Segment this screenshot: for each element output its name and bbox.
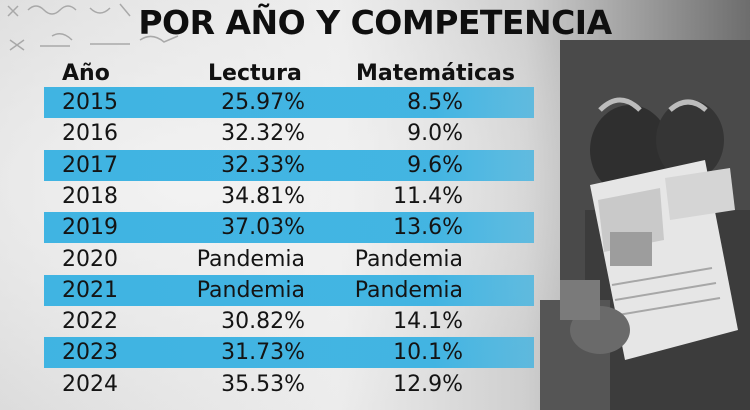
cell-lectura: 31.73%	[221, 340, 305, 366]
cell-matematicas: 9.6%	[407, 152, 463, 178]
cell-matematicas: 12.9%	[393, 371, 463, 397]
cell-matematicas: 9.0%	[407, 121, 463, 147]
cell-year: 2017	[62, 152, 118, 178]
cell-year: 2022	[62, 309, 118, 335]
row-stripe	[44, 87, 534, 118]
cell-year: 2019	[62, 215, 118, 241]
cell-lectura: Pandemia	[196, 246, 305, 272]
cell-lectura: 30.82%	[221, 309, 305, 335]
table-row: 2015 25.97% 8.5%	[0, 87, 750, 118]
cell-year: 2015	[62, 90, 118, 115]
table-row: 2016 32.32% 9.0%	[0, 118, 750, 149]
table-row: 2021 Pandemia Pandemia	[0, 274, 750, 306]
table-row: 2017 32.33% 9.6%	[0, 149, 750, 181]
students-photo-icon	[540, 40, 750, 410]
cell-year: 2024	[62, 371, 118, 397]
table-row: 2024 35.53% 12.9%	[0, 369, 750, 400]
table-row: 2018 34.81% 11.4%	[0, 181, 750, 212]
cell-year: 2021	[62, 277, 118, 303]
cell-year: 2018	[62, 183, 118, 209]
cell-lectura: 25.97%	[221, 90, 305, 115]
cell-year: 2016	[62, 121, 118, 147]
table-row: 2019 37.03% 13.6%	[0, 212, 750, 244]
cell-matematicas: Pandemia	[354, 277, 463, 303]
cell-year: 2023	[62, 340, 118, 366]
cell-matematicas: 14.1%	[393, 309, 463, 335]
cell-lectura: 32.32%	[221, 121, 305, 147]
row-stripe	[44, 212, 534, 244]
cell-lectura: 37.03%	[221, 215, 305, 241]
table-row: 2023 31.73% 10.1%	[0, 337, 750, 369]
cell-matematicas: Pandemia	[354, 246, 463, 272]
row-stripe	[44, 274, 534, 306]
cell-matematicas: 13.6%	[393, 215, 463, 241]
row-stripe	[44, 149, 534, 181]
cell-year: 2020	[62, 246, 118, 272]
chalk-scribble-icon	[7, 3, 179, 51]
cell-lectura: Pandemia	[196, 277, 305, 303]
column-header-lectura: Lectura	[208, 61, 302, 86]
cell-lectura: 35.53%	[221, 371, 305, 397]
cell-matematicas: 10.1%	[393, 340, 463, 366]
row-stripe	[44, 337, 534, 369]
cell-matematicas: 11.4%	[393, 183, 463, 209]
table-row: 2022 30.82% 14.1%	[0, 306, 750, 337]
column-header-matematicas: Matemáticas	[356, 61, 515, 86]
cell-lectura: 34.81%	[221, 183, 305, 209]
page-title: POR AÑO Y COMPETENCIA	[138, 3, 612, 42]
table-row: 2020 Pandemia Pandemia	[0, 244, 750, 275]
cell-lectura: 32.33%	[221, 152, 305, 178]
column-header-year: Año	[62, 61, 110, 86]
cell-matematicas: 8.5%	[407, 90, 463, 115]
